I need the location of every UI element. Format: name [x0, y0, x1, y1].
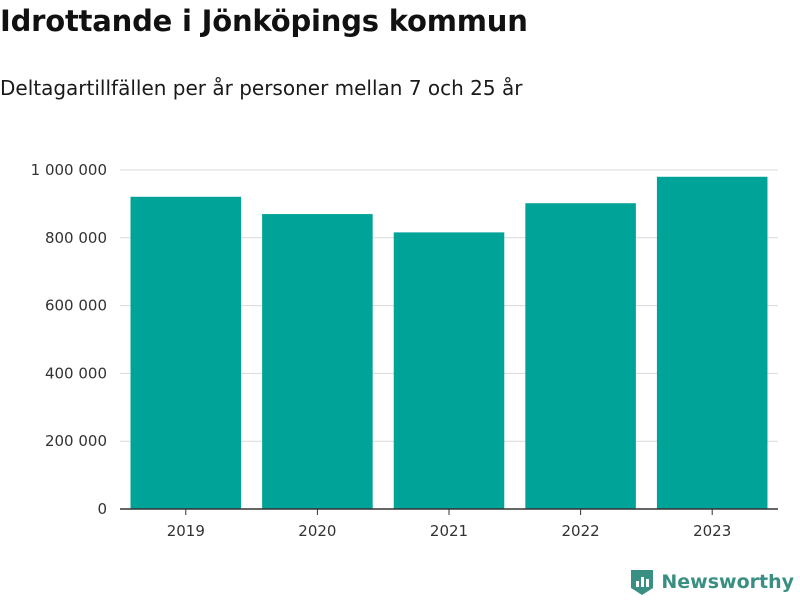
- y-tick-label: 1 000 000: [31, 161, 107, 179]
- bar-2019: [130, 196, 242, 509]
- axes: [120, 508, 778, 515]
- x-tick-label: 2023: [693, 522, 731, 540]
- bar-2023: [656, 176, 768, 509]
- x-tick-label: 2020: [298, 522, 336, 540]
- y-tick-label: 400 000: [45, 364, 107, 382]
- tick-labels: 0 200 000 400 000 600 000 800 000 1 000 000 20…: [31, 161, 732, 540]
- chart-title: Idrottande i Jönköpings kommun: [0, 4, 528, 38]
- chart-subtitle: Deltagartillfällen per år personer mella…: [0, 76, 523, 100]
- bar-2022: [525, 203, 636, 510]
- bar-2021: [393, 232, 505, 509]
- y-tick-label: 0: [97, 500, 107, 518]
- y-tick-label: 600 000: [45, 297, 107, 315]
- bars: [130, 176, 768, 510]
- y-tick-label: 200 000: [45, 432, 107, 450]
- brand-name: Newsworthy: [661, 571, 794, 593]
- newsworthy-logo-icon: [631, 570, 654, 595]
- x-tick-label: 2021: [430, 522, 468, 540]
- bar-2020: [262, 214, 373, 509]
- x-tick-label: 2022: [562, 522, 600, 540]
- newsworthy-brand: Newsworthy: [629, 568, 794, 596]
- x-tick-label: 2019: [167, 522, 205, 540]
- y-tick-label: 800 000: [45, 229, 107, 247]
